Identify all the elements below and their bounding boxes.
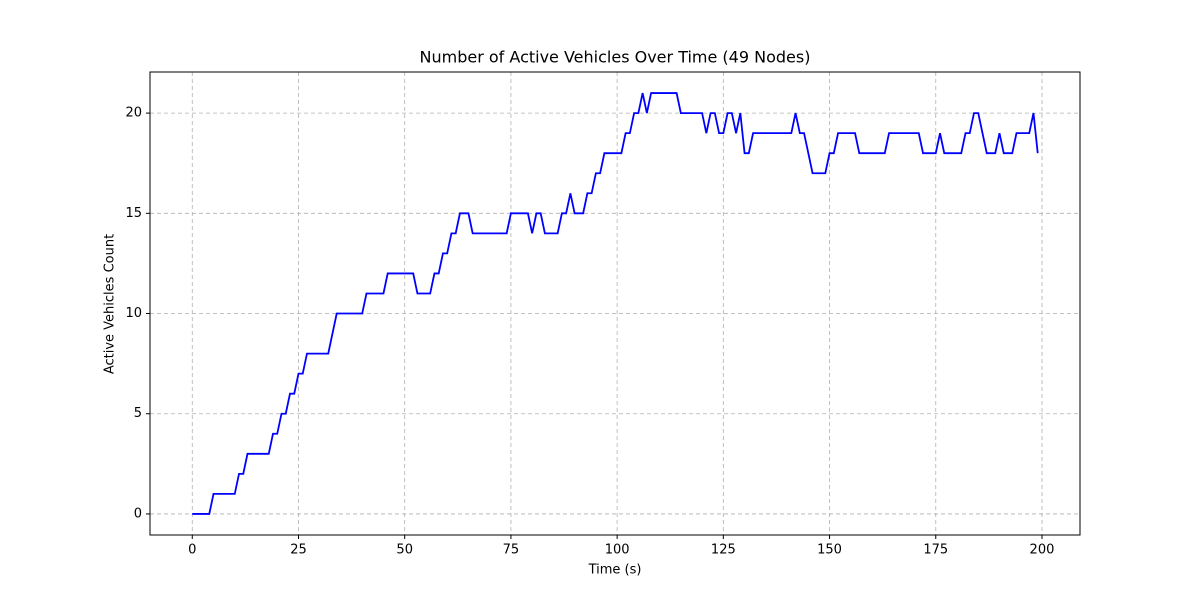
y-tick-label: 0: [134, 506, 142, 521]
x-tick-label: 200: [1030, 543, 1055, 558]
data-line: [192, 92, 1039, 515]
x-axis-label: Time (s): [588, 563, 642, 578]
y-axis-label: Active Vehicles Count: [103, 234, 118, 374]
y-tick-label: 5: [134, 406, 142, 421]
x-tick-label: 0: [188, 543, 196, 558]
plot-frame: [149, 71, 1081, 536]
x-tick-label: 75: [503, 543, 520, 558]
x-tick-label: 25: [290, 543, 307, 558]
x-tick-label: 150: [817, 543, 842, 558]
x-tick-label: 175: [923, 543, 948, 558]
chart-title: Number of Active Vehicles Over Time (49 …: [420, 48, 811, 67]
y-tick-label: 10: [125, 306, 142, 321]
x-tick-label: 125: [711, 543, 736, 558]
x-tick-label: 100: [605, 543, 630, 558]
y-tick-label: 20: [125, 106, 142, 121]
y-tick-label: 15: [125, 206, 142, 221]
x-tick-label: 50: [396, 543, 413, 558]
